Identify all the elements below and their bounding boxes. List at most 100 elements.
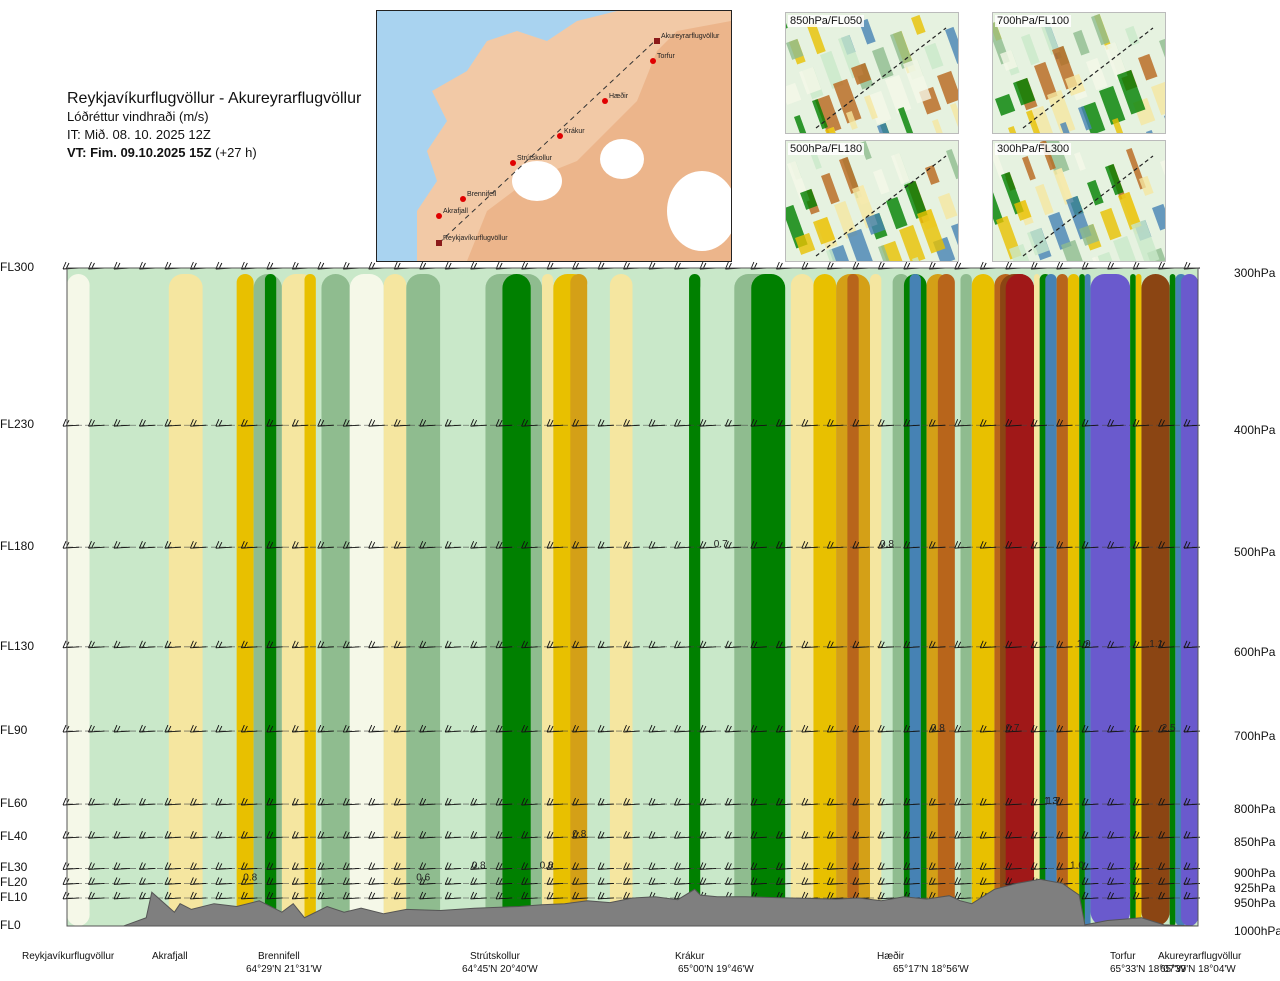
wind-barb [597,541,615,549]
pressure-axis-label: 300hPa [1234,266,1276,280]
wind-barb [852,831,869,839]
mini-map-500-label: 500hPa/FL180 [788,143,865,155]
mini-map-stripe [1059,121,1072,133]
field-band [1084,274,1091,926]
wind-barb [1081,862,1099,870]
mini-map-stripe [899,224,926,261]
wind-barb [291,891,309,900]
route-point-coord: 65°33'N 18°07'W [1110,964,1186,975]
wind-barb [164,419,181,427]
wind-barb [521,724,538,733]
map-point-label: Krákur [564,128,585,135]
wind-barb [88,419,105,427]
wind-barb [317,640,334,649]
mini-map-stripe [993,187,1004,225]
wind-barb [1158,862,1175,870]
route-point-label: Krákur [675,951,705,962]
map-point-label: Reykjavíkurflugvöllur [443,235,508,242]
wind-barb [189,419,207,427]
wind-barb [1030,797,1048,806]
mini-map-stripe [1151,81,1165,116]
wind-barb [317,797,334,806]
wind-barb [623,831,640,839]
wind-barb [342,640,360,649]
mini-map-stripe [786,38,804,60]
value-annotation: 0.8 [472,860,486,871]
wind-barb [674,862,691,870]
wind-barb [266,724,283,733]
wind-barb [597,831,615,839]
glacier-hofsjokull [600,139,644,179]
wind-barb [317,891,334,900]
mini-map-route [815,155,947,257]
wind-barb [750,541,767,549]
wind-barb [1183,891,1201,900]
wind-barb [1183,877,1201,885]
wind-barb [546,831,564,839]
field-band [304,274,316,926]
mini-map-stripe [1012,77,1036,106]
wind-barb [597,724,615,733]
wind-barb [113,419,130,427]
wind-barb [215,541,232,549]
mini-map-stripe [1091,13,1110,46]
wind-barb [393,862,411,870]
mini-map-stripe [903,58,932,104]
wind-barb [877,877,895,885]
pressure-axis-label: 950hPa [1234,895,1276,910]
field-band [168,274,203,926]
wind-barb [189,877,207,885]
wind-barb [674,541,691,549]
wind-barb [521,891,538,900]
wind-barb [750,640,767,649]
mini-map-stripe [839,156,860,194]
wind-barb [444,541,462,549]
value-annotation: 0.8 [880,539,894,550]
field-band [67,274,90,926]
value-annotation: 2.5 [1162,723,1176,734]
mini-map-stripe [877,122,896,133]
wind-barb [928,797,946,806]
wind-barb [1030,862,1048,870]
fl-axis-label: FL300 [0,260,35,274]
mini-map-stripe [821,172,840,205]
wind-barb [623,862,640,870]
mini-map-stripe [793,114,808,133]
wind-barb [164,724,181,733]
wind-barb [1183,541,1201,549]
wind-barb [393,419,411,427]
mini-map-500: 500hPa/FL180 [785,140,959,262]
wind-barb [877,831,895,839]
mini-map-300: 300hPa/FL300 [992,140,1166,262]
wind-barb [623,724,640,733]
wind-barb [521,797,538,806]
wind-barb [826,541,844,549]
map-point: Torfur [650,53,676,64]
route-point-coord: 65°17'N 18°56'W [893,964,969,975]
wind-barb [1107,831,1124,839]
mini-map-stripe [1159,37,1165,75]
wind-barb [699,419,716,427]
wind-barb [215,640,232,649]
mini-map-stripe [812,216,836,245]
wind-barb [724,541,742,549]
wind-barb [266,419,283,427]
wind-barb [801,862,818,870]
route-point-coord: 64°29'N 21°31'W [246,964,322,975]
wind-barb [470,419,487,427]
map-point: Akureyrarflugvöllur [654,33,720,44]
value-annotation: 0.8 [540,860,554,871]
mini-map-stripe [924,42,944,70]
wind-barb [801,541,818,549]
wind-barb [928,877,946,885]
wind-barb [240,877,258,885]
wind-barb [240,831,258,839]
wind-barb [928,419,946,427]
wind-barb [1005,419,1022,427]
wind-barb [775,541,793,549]
mini-map-300-label: 300hPa/FL300 [995,143,1072,155]
wind-barb [88,640,105,649]
field-band [264,274,277,926]
wind-barb [317,541,334,549]
wind-barb [495,862,513,870]
